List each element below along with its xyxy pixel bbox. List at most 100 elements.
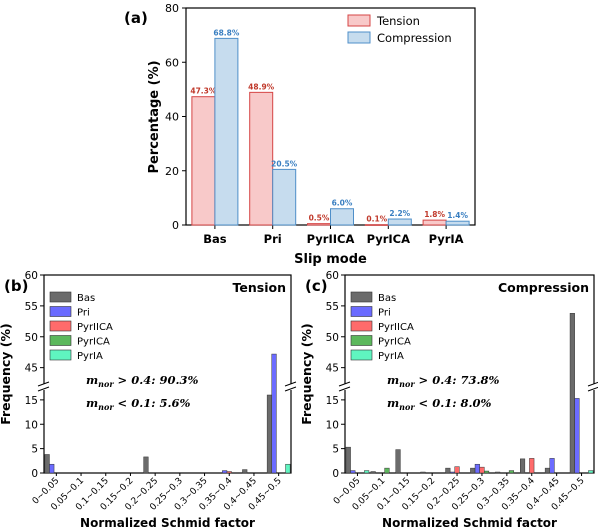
panel-b-annotation-sub: nor: [98, 402, 114, 412]
panel-a-bar: [214, 37, 239, 226]
panel-a-xtick-label: PyrIICA: [307, 232, 355, 246]
panel-c-bar: [384, 467, 390, 474]
panel-a-data-label: 20.5%: [271, 159, 298, 168]
panel-a-bar: [387, 218, 412, 226]
panel-c-bar: [470, 467, 476, 474]
panel-a-bar: [307, 223, 331, 226]
panel-a-data-label: 6.0%: [332, 199, 353, 208]
panel-a-data-label: 0.1%: [366, 215, 387, 224]
panel-c-legend-label: PyrIICA: [378, 322, 414, 333]
panel-c-annotation-sub: nor: [399, 402, 415, 412]
panel-c-ytick-label: 55: [326, 301, 339, 313]
panel-c-annotation-var: m: [387, 396, 399, 410]
panel-b-legend-label: PyrIA: [77, 351, 103, 362]
panel-c-ytick-label: 5: [332, 444, 339, 456]
panel-c-label: (c): [305, 277, 328, 295]
panel-c-ytick-label: 45: [326, 363, 339, 375]
panel-c-axis-break-mark: [587, 381, 598, 387]
panel-b-ytick-label: 60: [25, 270, 38, 282]
panel-b-axis-break-gap: [285, 384, 297, 390]
panel-c-axis-break-mark: [338, 381, 351, 387]
panel-c-legend-swatch: [350, 306, 373, 317]
panel-b-ytick-label: 50: [25, 332, 38, 344]
panel-c-legend-swatch: [350, 320, 373, 332]
panel-b-ytick-label: 15: [25, 395, 38, 407]
panel-c-bar: [569, 313, 575, 474]
panel-c-bar: [474, 463, 480, 474]
panel-b-ytick-label: 45: [25, 363, 38, 375]
panel-c-axis-break-gap: [339, 384, 351, 390]
panel-c-chart: 051015455055600~0.050.05~0.10.1~0.150.15…: [299, 270, 598, 530]
panel-c-frame: [344, 274, 595, 474]
panel-a-legend-label: Compression: [377, 31, 452, 45]
panel-c-ytick-label: 60: [326, 270, 339, 282]
panel-b-bar: [285, 463, 291, 474]
panel-a-ytick-label: 40: [165, 111, 179, 124]
panel-a-bar: [249, 91, 274, 226]
panel-b-annotation-text: < 0.1: 5.6%: [114, 396, 191, 410]
panel-c-bar: [544, 467, 551, 474]
panel-a-xtick-label: Pri: [264, 232, 282, 246]
panel-c-ylabel: Frequency (%): [299, 323, 314, 424]
panel-b-legend-swatch: [49, 291, 72, 303]
panel-c-bar: [370, 471, 376, 474]
panel-a-legend-swatch: [347, 14, 371, 27]
panel-b-bar: [222, 470, 228, 474]
panel-b-frame: [43, 274, 292, 474]
panel-b-bar: [49, 463, 55, 474]
panel-c-annotation: mnor < 0.1: 8.0%: [387, 396, 491, 412]
panel-a-xtick-label: PyrIA: [429, 232, 464, 246]
panel-c-axis-break-mark: [587, 386, 598, 392]
panel-b-bar: [242, 469, 248, 474]
panel-c-bar: [588, 470, 594, 474]
panel-a-data-label: 47.3%: [190, 87, 217, 96]
panel-b-annotation-var: m: [86, 396, 98, 410]
panel-b-bar: [44, 454, 50, 474]
panel-c-bar: [479, 466, 485, 474]
panel-a-xtick-label: PyrICA: [367, 232, 411, 246]
panel-c-legend-swatch: [350, 291, 373, 303]
panel-b-axis-break-mark: [37, 381, 50, 387]
panel-c-bar: [549, 458, 555, 474]
panel-a-chart: 0 20 40 60 80 Bas 47.3% 68.8% Pri 48.9% 20.5% PyrII…: [124, 2, 476, 267]
panel-b-bar: [271, 353, 277, 474]
panel-c-bar: [574, 398, 580, 474]
panel-a-data-label: 48.9%: [248, 82, 275, 91]
panel-b-chart: 051015455055600~0.050.05~0.10.1~0.150.15…: [0, 270, 297, 530]
panel-c-bar: [520, 458, 526, 474]
panel-c-title: Compression: [498, 280, 589, 295]
panel-b-axis-break-gap: [38, 384, 50, 390]
panel-c-annotation-sub: nor: [399, 379, 415, 389]
panel-b-legend-label: PyrICA: [77, 337, 110, 348]
panel-b-bar: [266, 394, 272, 474]
panel-b-legend-label: Pri: [77, 308, 90, 319]
panel-b-annotation-sub: nor: [98, 379, 114, 389]
panel-a-bar: [422, 219, 447, 226]
panel-b-annotation-text: > 0.4: 90.3%: [114, 373, 199, 387]
panel-b-legend-label: Bas: [77, 293, 95, 304]
panel-a-xtick-label: Bas: [203, 232, 227, 246]
panel-a-xlabel: Slip mode: [294, 252, 367, 267]
panel-c-ytick-label: 10: [326, 419, 339, 431]
panel-b-axis-break-mark: [284, 381, 297, 387]
panel-c-xlabel: Normalized Schmid factor: [382, 516, 557, 530]
panel-b-ytick-label: 5: [31, 444, 38, 456]
panel-c-annotation-text: < 0.1: 8.0%: [415, 396, 492, 410]
panel-c-annotation: mnor > 0.4: 73.8%: [387, 373, 499, 389]
panel-a-ytick-label: 80: [165, 2, 179, 15]
panel-c-bar: [345, 446, 351, 474]
panel-a-data-label: 1.4%: [447, 211, 468, 220]
panel-b-title: Tension: [233, 280, 286, 295]
panel-c-bar: [364, 470, 370, 474]
panel-a-ytick-label: 20: [165, 165, 179, 178]
panel-c-bar: [445, 467, 451, 474]
panel-b-ytick-label: 10: [25, 419, 38, 431]
panel-b-axis-break-mark: [37, 386, 50, 392]
panel-c-ytick-label: 0: [332, 468, 339, 480]
panel-c-bar: [449, 471, 455, 474]
panel-c-annotation-text: > 0.4: 73.8%: [415, 373, 500, 387]
panel-c-bar: [395, 449, 401, 474]
panel-c-ytick-label: 50: [326, 332, 339, 344]
panel-c-annotation-var: m: [387, 373, 399, 387]
